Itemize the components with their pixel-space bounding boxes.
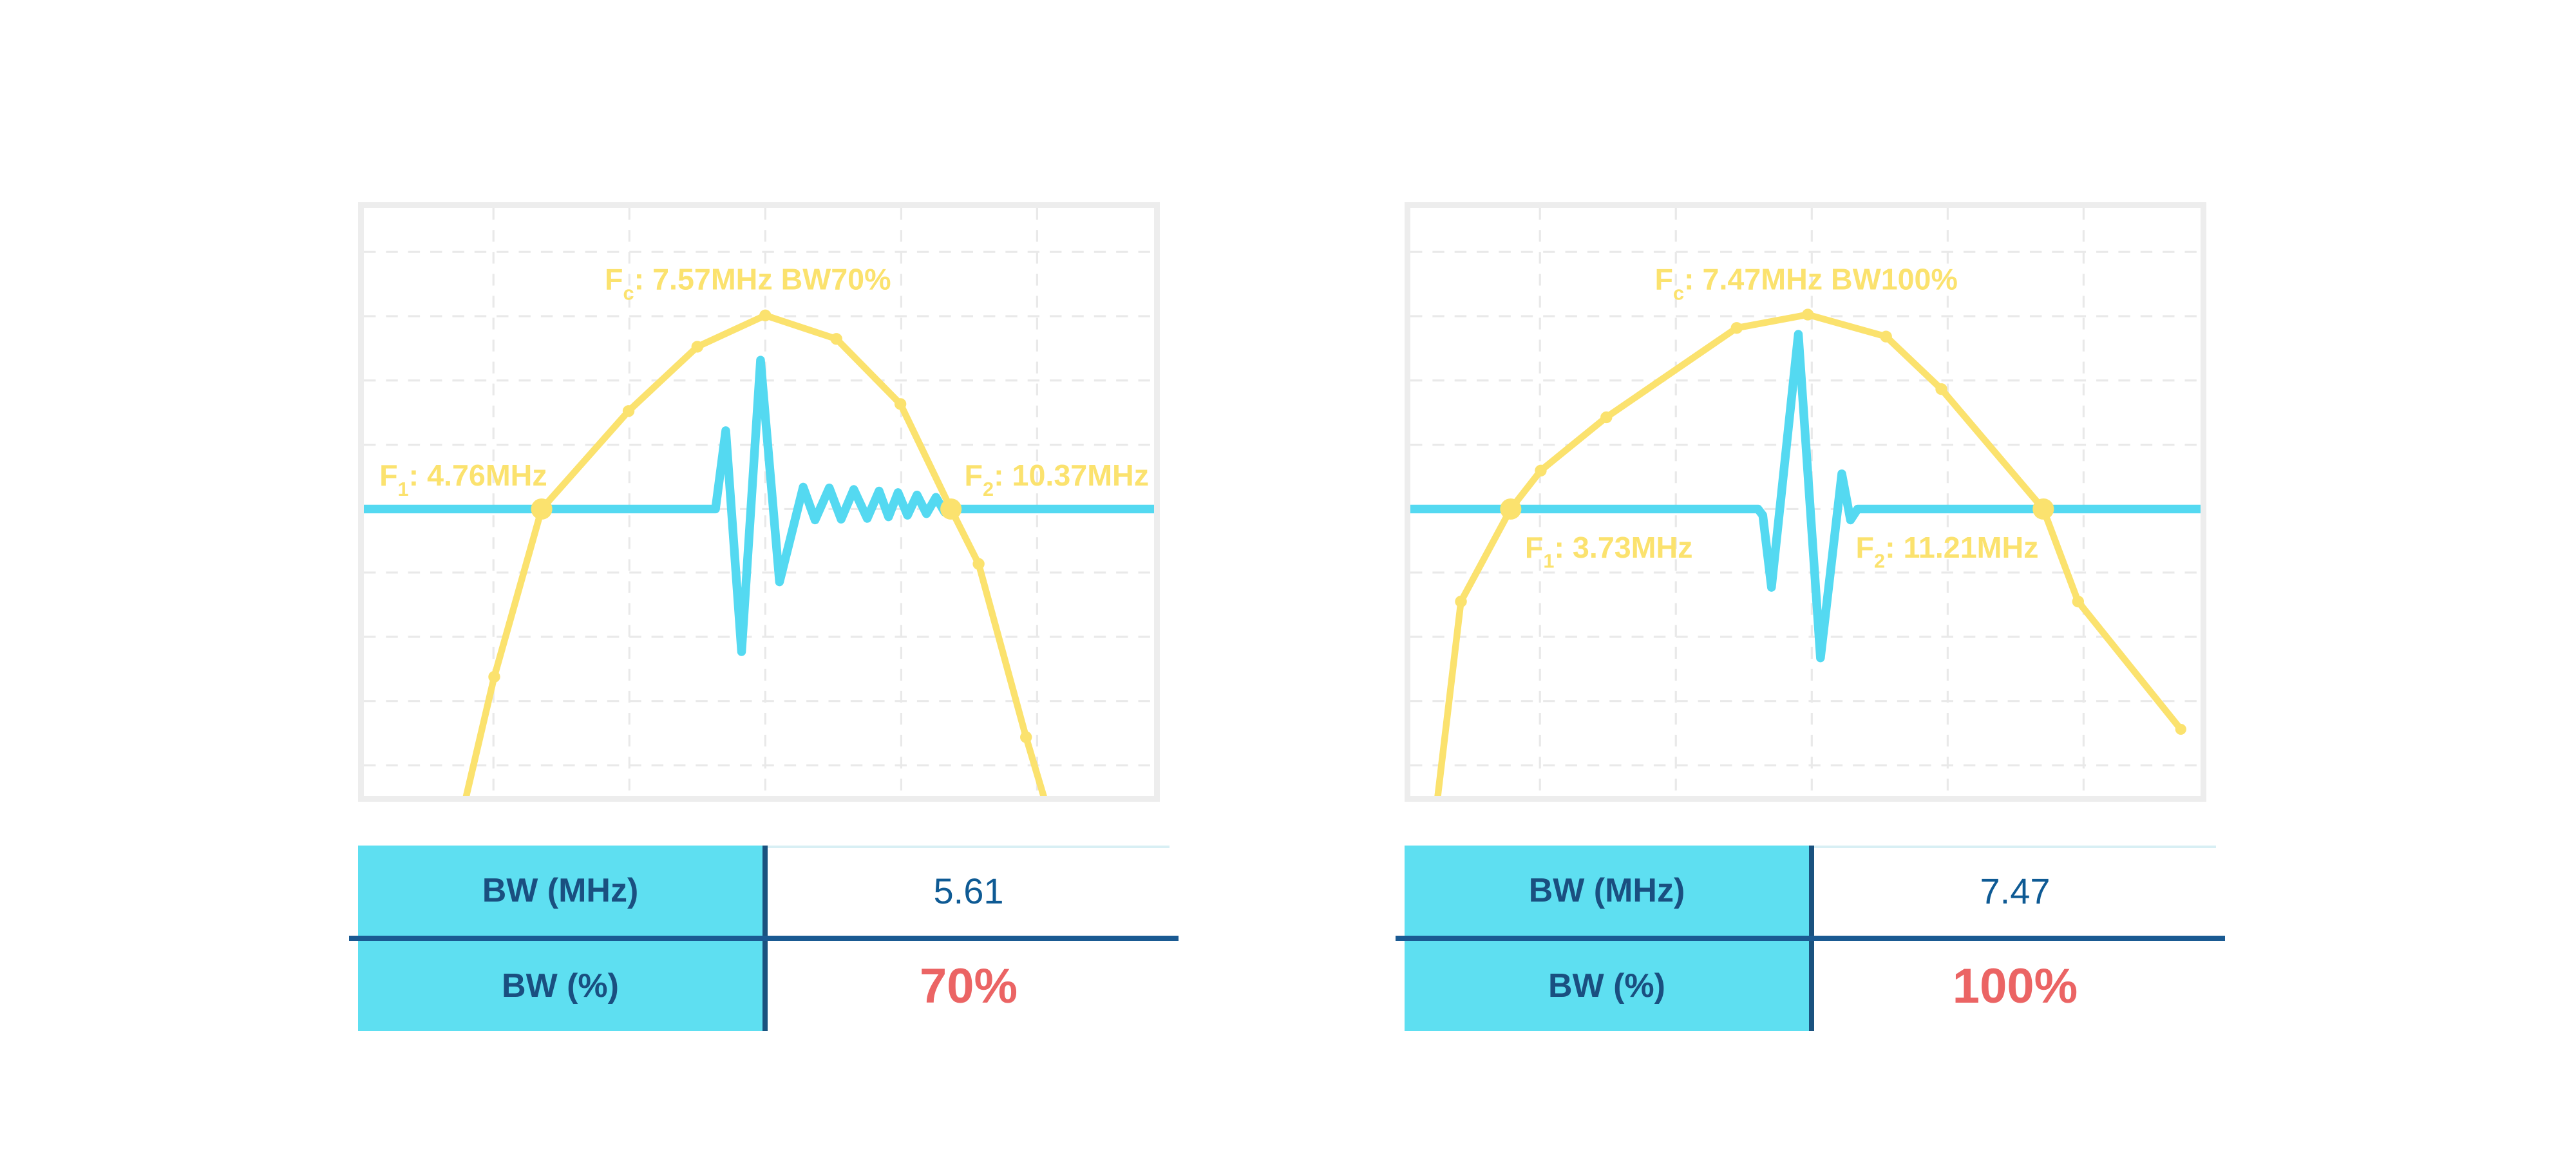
table-row-value: 70% bbox=[768, 941, 1170, 1031]
data-point-marker bbox=[1600, 411, 1613, 424]
center-frequency-annotation: Fc: 7.47MHz BW100% bbox=[1654, 263, 1957, 305]
spectrum-panel-left: Fc: 7.57MHz BW70% F1: 4.76MHz F2: 10.37M… bbox=[358, 202, 1160, 802]
f2-annotation: F2: 11.21MHz bbox=[1856, 531, 2039, 572]
f1-annotation: F1: 3.73MHz bbox=[1525, 531, 1693, 572]
bw-percent-label: BW (%) bbox=[502, 967, 619, 1005]
bandwidth-table-right: BW (MHz) 7.47 BW (%) 100% bbox=[1396, 846, 2225, 1031]
bw-percent-value: 100% bbox=[1952, 958, 2078, 1014]
data-point-marker bbox=[940, 498, 962, 520]
data-point-marker bbox=[488, 670, 500, 683]
pulse-waveform-path bbox=[1410, 330, 2201, 663]
center-frequency-annotation: Fc: 7.57MHz BW70% bbox=[605, 263, 891, 305]
data-point-marker bbox=[972, 558, 985, 570]
spectrum-envelope-line bbox=[1434, 311, 2184, 796]
bw-mhz-label: BW (MHz) bbox=[482, 872, 639, 909]
table-row-label: BW (%) bbox=[358, 941, 762, 1031]
table-row-value: 100% bbox=[1814, 941, 2216, 1031]
data-point-marker bbox=[531, 498, 553, 520]
data-point-marker bbox=[1535, 464, 1547, 477]
table-row-label: BW (%) bbox=[1405, 941, 1809, 1031]
bw-mhz-value: 5.61 bbox=[933, 870, 1004, 911]
data-point-marker bbox=[759, 309, 772, 321]
spectrum-plot-left: Fc: 7.57MHz BW70% F1: 4.76MHz F2: 10.37M… bbox=[364, 208, 1154, 796]
spectrum-markers bbox=[1455, 308, 2186, 735]
data-point-marker bbox=[1880, 330, 1892, 343]
spectrum-panel-right: Fc: 7.47MHz BW100% F1: 3.73MHz F2: 11.21… bbox=[1405, 202, 2206, 802]
bandwidth-table-left: BW (MHz) 5.61 BW (%) 70% bbox=[349, 846, 1179, 1031]
bw-percent-value: 70% bbox=[919, 958, 1018, 1014]
table-top-rule bbox=[1814, 846, 2216, 848]
data-point-marker bbox=[894, 398, 907, 410]
bw-mhz-value: 7.47 bbox=[1980, 870, 2050, 911]
data-point-marker bbox=[2032, 498, 2054, 520]
data-point-marker bbox=[622, 405, 635, 417]
table-row-value: 7.47 bbox=[1814, 846, 2216, 936]
table-top-rule bbox=[768, 846, 1170, 848]
data-point-marker bbox=[1020, 731, 1032, 743]
table-row-value: 5.61 bbox=[768, 846, 1170, 936]
bw-percent-label: BW (%) bbox=[1548, 967, 1665, 1005]
table-row-divider bbox=[349, 936, 1179, 941]
data-point-marker bbox=[2175, 724, 2186, 735]
data-point-marker bbox=[1730, 322, 1743, 334]
data-point-marker bbox=[2072, 595, 2085, 608]
data-point-marker bbox=[1455, 595, 1467, 608]
pulse-waveform-path bbox=[364, 355, 1154, 656]
table-row-label: BW (MHz) bbox=[1405, 846, 1809, 936]
spectrum-plot-right: Fc: 7.47MHz BW100% F1: 3.73MHz F2: 11.21… bbox=[1410, 208, 2201, 796]
f1-annotation: F1: 4.76MHz bbox=[379, 459, 547, 500]
spectrum-markers bbox=[488, 309, 1032, 743]
data-point-marker bbox=[1801, 308, 1814, 321]
data-point-marker bbox=[1500, 498, 1522, 520]
table-row-label: BW (MHz) bbox=[358, 846, 762, 936]
data-point-marker bbox=[1935, 383, 1947, 395]
f2-annotation: F2: 10.37MHz bbox=[965, 459, 1150, 500]
grid-lines bbox=[364, 208, 1154, 796]
table-row-divider bbox=[1396, 936, 2225, 941]
spectrum-envelope-line bbox=[462, 312, 1047, 796]
data-point-marker bbox=[691, 341, 703, 353]
grid-lines bbox=[1410, 208, 2201, 796]
data-point-marker bbox=[830, 333, 842, 345]
bw-mhz-label: BW (MHz) bbox=[1528, 872, 1685, 909]
